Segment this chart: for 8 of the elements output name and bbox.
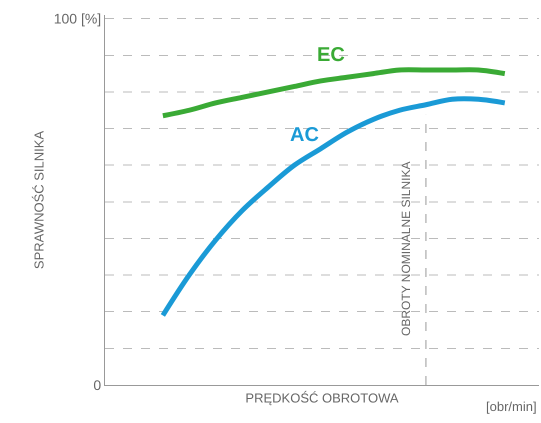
y-tick-label: 0: [93, 376, 102, 393]
text: [obr/min]: [486, 399, 537, 414]
x-axis-title: PRĘDKOŚĆ OBROTOWA: [245, 390, 399, 406]
series-label: EC: [317, 44, 345, 66]
series-label: AC: [290, 124, 319, 146]
annotation: OBROTY NOMINALNE SILNIKA: [398, 162, 413, 336]
y-axis-title: SPRAWNOŚĆ SILNIKA: [32, 130, 47, 270]
y-tick-label: 100 [%]: [54, 10, 102, 27]
